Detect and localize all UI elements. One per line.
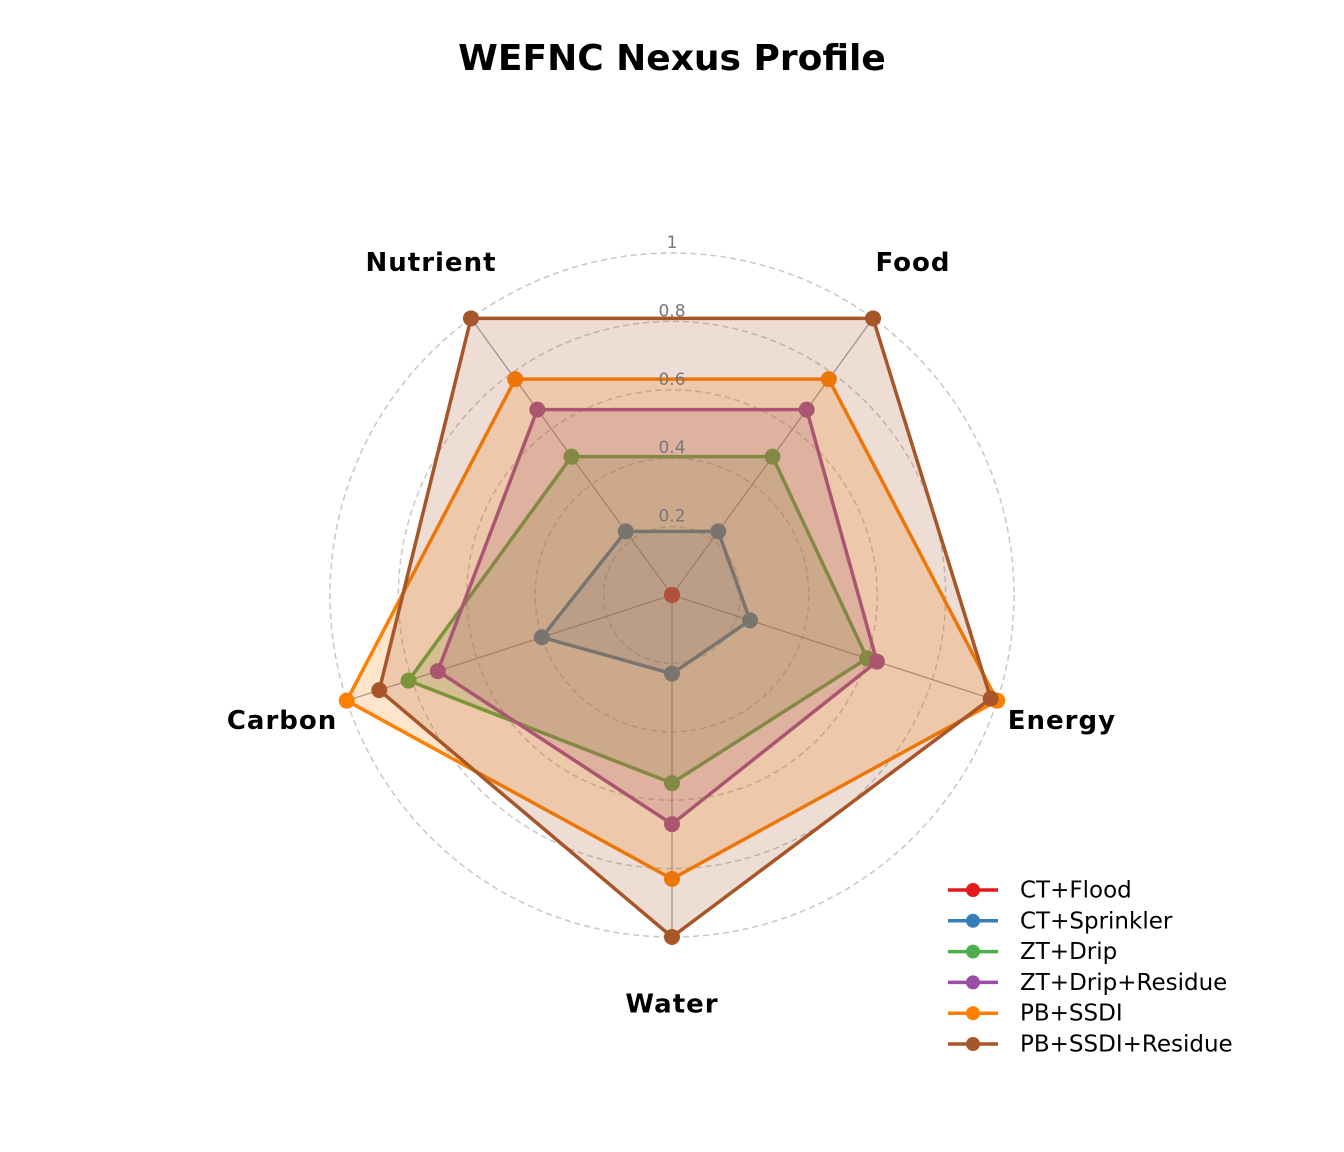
- point: [820, 371, 837, 388]
- point: [764, 448, 781, 465]
- point: [664, 929, 680, 945]
- series-line: [377, 316, 993, 940]
- tick-label: 0.2: [658, 507, 685, 527]
- series-line: [405, 454, 870, 786]
- legend-marker: [966, 975, 980, 990]
- axis-label: Carbon: [227, 706, 337, 736]
- series-line: [435, 407, 879, 827]
- series-area: [379, 318, 991, 938]
- tick-label: 1: [667, 233, 678, 253]
- legend-marker: [966, 913, 980, 928]
- legend-label: ZT+Drip: [1020, 939, 1117, 965]
- tick-label: 0.4: [658, 438, 685, 458]
- point: [533, 629, 550, 646]
- spoke: [671, 594, 998, 702]
- legend-label: ZT+Drip+Residue: [1020, 970, 1227, 996]
- point: [710, 523, 727, 540]
- grid-circle: [397, 320, 947, 870]
- legend-marker: [966, 883, 980, 897]
- chart-title: WEFNC Nexus Profile: [458, 38, 886, 79]
- series-area: [408, 456, 868, 784]
- series-area: [541, 531, 751, 674]
- legend-label: PB+SSDI+Residue: [1020, 1032, 1233, 1058]
- axis-label: Nutrient: [366, 248, 497, 278]
- axis-label: Energy: [1008, 706, 1116, 736]
- point: [664, 587, 680, 603]
- legend-label: CT+Flood: [1020, 878, 1132, 904]
- series-area: [346, 379, 998, 879]
- point: [338, 692, 355, 709]
- point: [664, 870, 680, 887]
- point: [865, 310, 882, 327]
- point: [563, 448, 580, 465]
- series-area: [437, 409, 877, 825]
- axis-label: Food: [875, 248, 950, 278]
- grid-circle: [329, 252, 1015, 938]
- point: [664, 665, 680, 682]
- point: [371, 682, 388, 699]
- point: [664, 775, 680, 792]
- legend-marker: [966, 944, 980, 959]
- legend-marker: [966, 1006, 980, 1021]
- point: [982, 690, 999, 707]
- point: [462, 310, 479, 327]
- point: [429, 663, 446, 680]
- tick-label: 0.8: [658, 301, 685, 321]
- series-line: [344, 377, 1000, 881]
- legend-label: CT+Sprinkler: [1020, 908, 1173, 934]
- point: [798, 401, 815, 418]
- series-line: [538, 529, 753, 676]
- axis-label: Water: [625, 990, 718, 1020]
- point: [507, 371, 524, 388]
- legend-marker: [966, 1037, 980, 1051]
- point: [868, 653, 885, 670]
- tick-label: 0.6: [658, 370, 685, 390]
- point: [617, 523, 634, 540]
- legend-label: PB+SSDI: [1020, 1001, 1123, 1027]
- point: [742, 612, 759, 629]
- point: [664, 816, 680, 833]
- point: [400, 672, 417, 689]
- point: [529, 401, 546, 418]
